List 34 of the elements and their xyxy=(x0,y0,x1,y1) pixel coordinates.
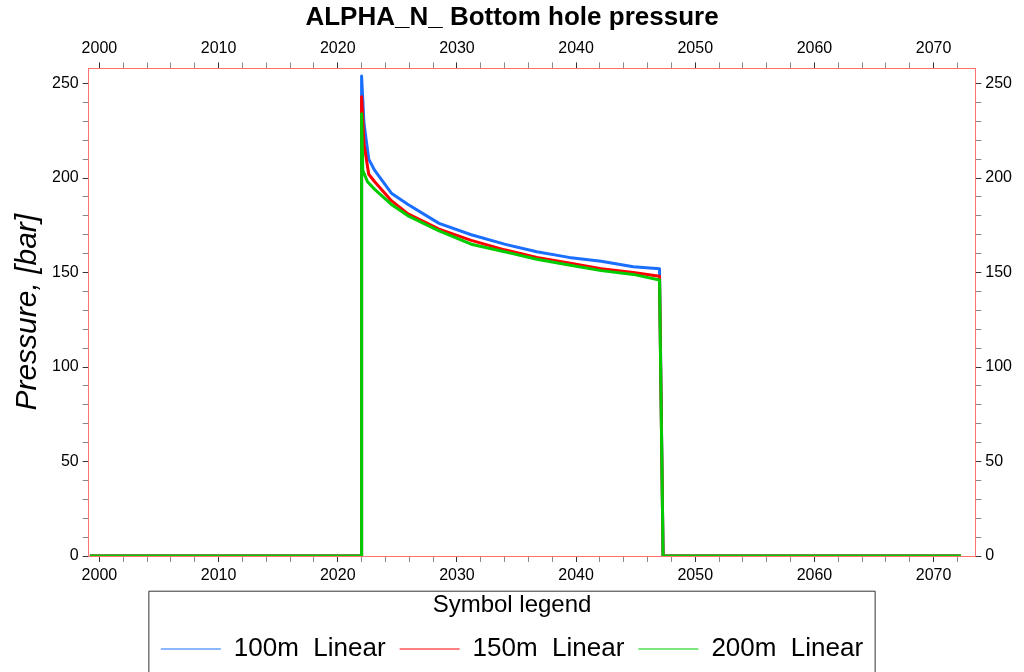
y-tick-label: 250 xyxy=(51,73,79,91)
x-tick-label: 2040 xyxy=(558,566,594,584)
legend-label: 200m Linear xyxy=(711,632,864,663)
y-tick-label: 150 xyxy=(51,262,79,280)
chart-title: ALPHA_N_ Bottom hole pressure xyxy=(305,0,719,31)
x-tick-label: 2070 xyxy=(915,566,952,584)
legend-label: 100m Linear xyxy=(233,632,386,663)
legend-label: 150m Linear xyxy=(472,632,625,663)
x-tick-label: 2030 xyxy=(439,566,475,584)
y2-tick-label: 0 xyxy=(985,546,995,564)
x2-tick-label: 2030 xyxy=(439,39,475,57)
x2-tick-label: 2000 xyxy=(81,39,118,57)
y2-tick-label: 250 xyxy=(985,73,1013,91)
y-tick-label: 0 xyxy=(69,546,79,564)
y-axis-title: Pressure, [bar] xyxy=(9,213,43,411)
y2-tick-label: 50 xyxy=(985,451,1004,469)
x2-tick-label: 2020 xyxy=(319,39,356,57)
x-tick-label: 2020 xyxy=(319,566,356,584)
y2-tick-label: 100 xyxy=(985,357,1013,375)
x2-tick-label: 2060 xyxy=(796,39,833,57)
x-tick-label: 2060 xyxy=(796,566,833,584)
y-tick-label: 100 xyxy=(51,357,79,375)
x2-tick-label: 2040 xyxy=(558,39,594,57)
x2-tick-label: 2070 xyxy=(915,39,952,57)
legend-title: Symbol legend xyxy=(432,589,592,617)
y2-tick-label: 150 xyxy=(985,262,1013,280)
y-tick-label: 50 xyxy=(60,451,79,469)
x-tick-label: 2000 xyxy=(81,566,118,584)
x2-tick-label: 2050 xyxy=(677,39,714,57)
y2-tick-label: 200 xyxy=(985,168,1013,186)
y-tick-label: 200 xyxy=(51,168,79,186)
x-tick-label: 2010 xyxy=(200,566,237,584)
x2-tick-label: 2010 xyxy=(200,39,237,57)
x-tick-label: 2050 xyxy=(677,566,714,584)
